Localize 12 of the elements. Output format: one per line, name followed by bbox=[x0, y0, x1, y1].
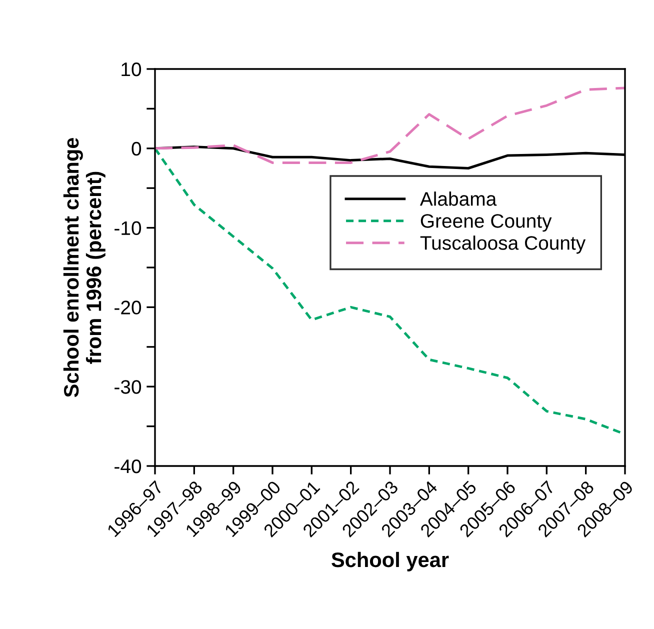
y-tick-label: -40 bbox=[114, 459, 142, 474]
y-axis-title: School enrollment change from 1996 (percent) bbox=[63, 138, 106, 398]
legend-label: Alabama bbox=[420, 192, 497, 206]
x-axis-title: School year bbox=[332, 552, 449, 572]
line-series bbox=[155, 86, 625, 164]
y-tick-label: 0 bbox=[132, 142, 142, 156]
y-tick-label: -20 bbox=[114, 300, 142, 314]
y-tick-label: -10 bbox=[114, 221, 142, 236]
legend-label: Tuscaloosa County bbox=[420, 236, 586, 254]
y-tick-label: 10 bbox=[122, 62, 142, 76]
y-tick-label: -30 bbox=[114, 380, 142, 394]
legend-label: Greene County bbox=[420, 214, 552, 232]
